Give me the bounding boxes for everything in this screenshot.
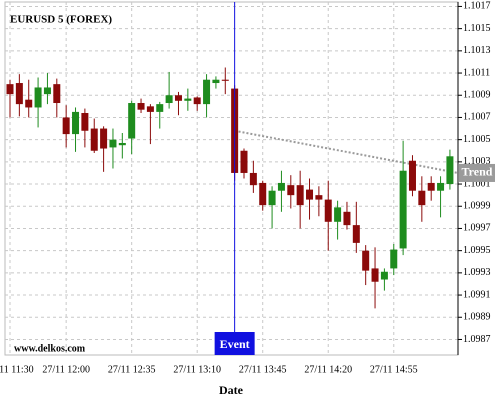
candle-body (128, 103, 136, 139)
candle-body (15, 83, 23, 105)
y-tick-label: 1.1009 (463, 90, 491, 101)
candle-body (427, 182, 435, 191)
candle-body (81, 113, 89, 131)
candle-body (146, 106, 154, 112)
x-tick-label: 27/11 13:10 (173, 364, 221, 375)
y-tick-label: 1.0995 (463, 245, 491, 256)
candle-body (165, 95, 173, 104)
candle-body (184, 98, 192, 101)
candle-body (137, 103, 145, 110)
candle-body (334, 207, 342, 222)
candle-body (156, 104, 164, 112)
plot-layer: 1.0987 1.0989 1.0991 1.0993 1.0995 1.0997 1.09… (0, 1, 491, 376)
candle-body (408, 160, 416, 191)
candle-body (390, 249, 398, 269)
candle-body (174, 95, 182, 101)
event-box (214, 332, 255, 355)
candle-body (315, 195, 323, 200)
candle-body (43, 87, 51, 95)
y-tick-label: 1.0991 (463, 289, 491, 300)
candle-body (277, 182, 285, 191)
candle-body (221, 79, 229, 81)
y-tick-label: 1.1007 (463, 112, 491, 123)
y-tick-label: 1.0989 (463, 312, 491, 323)
candle-body (25, 99, 33, 108)
candle-body (90, 128, 98, 151)
y-tick-label: 1.0999 (463, 201, 491, 212)
x-tick-label: 27/11 14:55 (370, 364, 418, 375)
candle-body (109, 139, 117, 148)
candle-body (100, 128, 108, 149)
candle-body (399, 170, 407, 249)
candle-body (324, 199, 332, 222)
candle-body (446, 156, 454, 185)
candle-body (259, 182, 267, 206)
candle-body (268, 190, 276, 206)
candle-body (352, 225, 360, 243)
y-tick-label: 1.1013 (463, 45, 491, 56)
trend-label-box (459, 163, 495, 182)
candle-body (193, 97, 201, 105)
candle-body (72, 111, 80, 135)
event-label: Event (220, 337, 250, 351)
candle-body (343, 211, 351, 226)
x-tick-label: 27/11 14:20 (304, 364, 352, 375)
candle-body (118, 142, 126, 146)
watermark: www.delkos.com (14, 343, 86, 354)
candle-body (296, 185, 304, 206)
x-axis-title: Date (219, 383, 244, 397)
candle-body (371, 268, 379, 282)
y-tick-label: 1.1015 (463, 23, 491, 34)
candle-body (34, 87, 42, 108)
candle-body (212, 79, 220, 84)
candle-body (380, 271, 388, 280)
candle-body (53, 84, 61, 104)
candle-body (203, 79, 211, 105)
y-tick-label: 1.1005 (463, 134, 491, 145)
x-tick-label: 27/11 12:35 (108, 364, 156, 375)
y-tick-label: 1.0993 (463, 267, 491, 278)
candle-body (306, 189, 314, 200)
x-tick-label: 27/11 13:45 (239, 364, 287, 375)
y-tick-label: 1.0987 (463, 334, 491, 345)
x-tick-label: 27/11 12:00 (42, 364, 90, 375)
y-tick-label: 1.1001 (463, 178, 491, 189)
candle-body (240, 150, 248, 173)
candle-body (287, 185, 295, 196)
y-tick-label: 1.1003 (463, 156, 491, 167)
y-tick-label: 1.0997 (463, 223, 491, 234)
candle-body (362, 250, 370, 271)
candle-body (62, 117, 70, 135)
candle-body (249, 172, 257, 186)
x-tick-label: 27/11 11:30 (0, 364, 34, 375)
y-tick-label: 1.1017 (463, 1, 491, 12)
candle-body (6, 84, 14, 95)
trend-label: Trend (462, 165, 493, 179)
candle-body (418, 190, 426, 206)
candle-body (437, 182, 445, 191)
trend-line (234, 129, 459, 174)
y-tick-label: 1.1011 (463, 67, 490, 78)
chart-title: EURUSD 5 (FOREX) (10, 14, 112, 26)
